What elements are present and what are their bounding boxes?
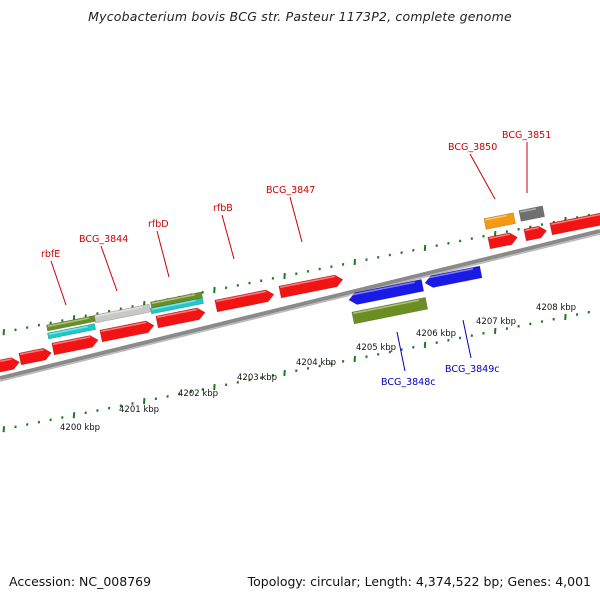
map-title: Mycobacterium bovis BCG str. Pasteur 117…: [88, 9, 512, 24]
gene-label-rbfe: rbfE: [41, 249, 60, 260]
gene-shape: [549, 212, 600, 236]
gene-shape: [99, 320, 155, 343]
gene-arrow: [523, 225, 548, 242]
gene-shape: [155, 307, 206, 329]
gene-highlight: [550, 213, 600, 226]
scale-label: 4201 kbp: [119, 405, 159, 415]
gene-shape: [483, 212, 516, 230]
scale-label: 4205 kbp: [356, 343, 396, 353]
gene-highlight: [156, 308, 198, 319]
genome-summary-text: Topology: circular; Length: 4,374,522 bp…: [247, 574, 591, 589]
backbone-line-shadow: [0, 233, 600, 382]
gene-label-leader: [50, 260, 67, 306]
gene-label-leader: [100, 245, 118, 292]
gene-highlight: [151, 293, 195, 305]
gene-shape: [93, 303, 152, 324]
gene-feature: [351, 297, 429, 325]
scale-label: 4207 kbp: [476, 317, 516, 327]
forward-scale-ticks: [2, 213, 590, 336]
gene-shape: [150, 291, 203, 309]
scale-label: 4200 kbp: [60, 423, 100, 433]
gene-label-leader: [396, 331, 406, 372]
gene-highlight: [151, 299, 196, 311]
gene-feature: [93, 303, 152, 324]
gene-highlight: [520, 208, 537, 213]
gene-arrow: [99, 320, 155, 343]
gene-label-bcg-3849c: BCG_3849c: [445, 364, 500, 375]
gene-highlight: [19, 348, 44, 356]
gene-arrow: [278, 274, 344, 299]
gene-highlight: [95, 306, 143, 318]
gene-shape: [523, 225, 548, 242]
gene-label-bcg-3847: BCG_3847: [266, 185, 315, 196]
gene-label-leader: [289, 196, 303, 243]
gene-feature: [483, 212, 516, 230]
gene-shape: [214, 289, 275, 313]
scale-label: 4204 kbp: [296, 358, 336, 368]
accession-text: Accession: NC_008769: [9, 574, 152, 589]
gene-arrow: [424, 265, 483, 288]
gene-highlight: [488, 233, 510, 240]
gene-label-leader: [156, 230, 170, 278]
gene-shape: [351, 297, 429, 325]
gene-highlight: [524, 226, 539, 232]
gene-shape: [0, 357, 20, 375]
scale-label: 4206 kbp: [416, 329, 456, 339]
gene-feature: [47, 323, 97, 340]
gene-shape: [51, 335, 99, 356]
gene-feature: [518, 205, 545, 222]
gene-label-bcg-3850: BCG_3850: [448, 142, 497, 153]
gene-shape: [47, 323, 97, 340]
gene-highlight: [352, 299, 419, 315]
gene-highlight: [424, 268, 474, 280]
gene-highlight: [215, 290, 267, 303]
gene-label-bcg-3844: BCG_3844: [79, 234, 128, 245]
gene-arrow: [0, 357, 20, 375]
gene-label-bcg-3851: BCG_3851: [502, 130, 551, 141]
gene-highlight: [485, 214, 507, 221]
gene-label-bcg-3848c: BCG_3848c: [381, 377, 436, 388]
gene-shape: [518, 205, 545, 222]
gene-shape: [348, 279, 425, 305]
gene-arrow: [348, 279, 425, 305]
gene-arrow: [51, 335, 99, 356]
scale-label: 4208 kbp: [536, 303, 576, 313]
gene-label-rfbb: rfbB: [213, 203, 233, 214]
gene-arrow: [487, 232, 518, 250]
gene-highlight: [279, 275, 336, 289]
gene-label-rfbd: rfbD: [148, 219, 169, 230]
gene-highlight: [48, 325, 89, 336]
gene-label-leader: [462, 319, 472, 359]
gene-shape: [424, 265, 483, 288]
gene-highlight: [52, 336, 91, 346]
gene-label-leader: [221, 214, 235, 260]
gene-arrow: [155, 307, 206, 329]
gene-highlight: [348, 281, 415, 297]
gene-arrow: [214, 289, 275, 313]
gene-arrow: [18, 347, 52, 366]
gene-feature: [150, 291, 203, 309]
reverse-scale-ticks: [2, 310, 590, 433]
gene-arrow: [549, 212, 600, 236]
gene-shape: [278, 274, 344, 299]
scale-label: 4202 kbp: [178, 389, 218, 399]
gene-label-leader: [469, 153, 496, 200]
scale-label: 4203 kbp: [237, 373, 277, 383]
gene-highlight: [0, 358, 12, 365]
gene-shape: [487, 232, 518, 250]
gene-highlight: [47, 317, 90, 328]
backbone-line: [0, 229, 600, 380]
gene-shape: [18, 347, 52, 366]
gene-highlight: [100, 321, 147, 333]
